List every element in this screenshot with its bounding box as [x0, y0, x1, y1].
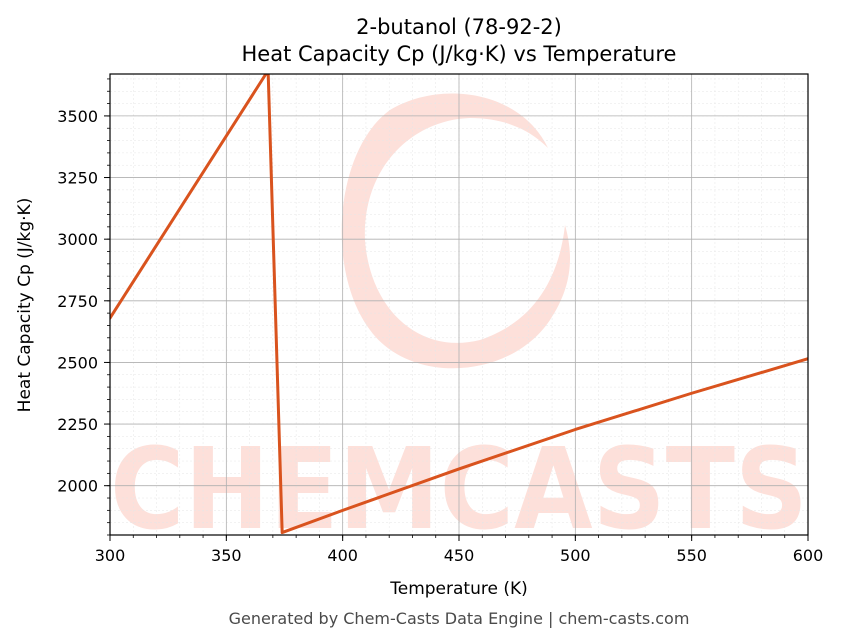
y-axis-label: Heat Capacity Cp (J/kg·K) [15, 198, 35, 413]
x-tick-label: 400 [327, 546, 358, 565]
x-tick-label: 350 [211, 546, 242, 565]
x-tick-label: 600 [793, 546, 824, 565]
chart-subtitle: Heat Capacity Cp (J/kg·K) vs Temperature [242, 42, 677, 66]
x-tick-label: 500 [560, 546, 591, 565]
y-tick-label: 3000 [57, 230, 98, 249]
x-tick-label: 550 [676, 546, 707, 565]
y-tick-label: 2500 [57, 353, 98, 372]
x-tick-label: 300 [95, 546, 126, 565]
footer-credit: Generated by Chem-Casts Data Engine | ch… [229, 609, 690, 628]
y-tick-label: 3250 [57, 169, 98, 188]
y-tick-label: 3500 [57, 107, 98, 126]
y-tick-label: 2250 [57, 415, 98, 434]
y-tick-label: 2750 [57, 292, 98, 311]
series-line [110, 74, 808, 535]
ticks-layer: 300 350 400 450 500 550 600 2000 2250 2500 2750 300… [57, 78, 824, 565]
x-axis-label: Temperature (K) [389, 579, 528, 599]
x-tick-label: 450 [444, 546, 475, 565]
chart-title: 2-butanol (78-92-2) [356, 15, 562, 39]
series-layer [110, 74, 808, 535]
y-tick-label: 2000 [57, 477, 98, 496]
